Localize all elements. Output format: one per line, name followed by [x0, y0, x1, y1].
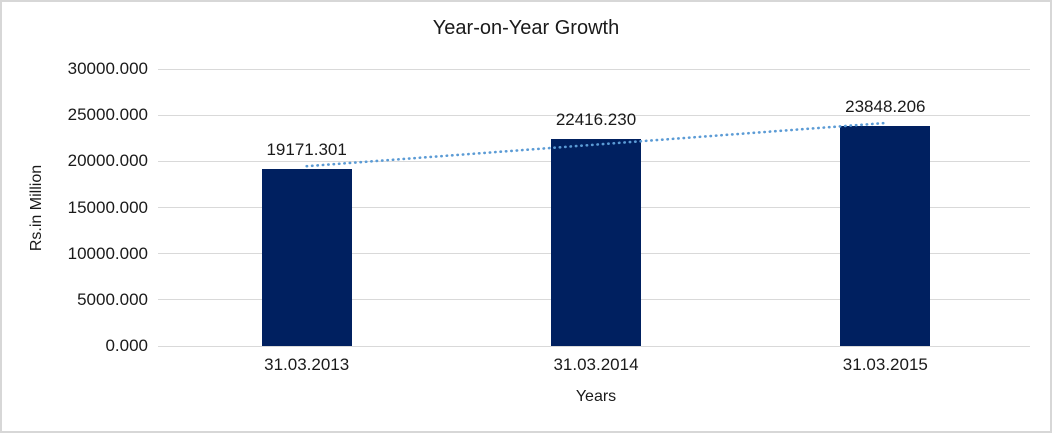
- bar-31.03.2014: [551, 139, 641, 346]
- gridline: [158, 68, 1030, 70]
- x-tick-label: 31.03.2015: [842, 355, 928, 374]
- bar-data-label: 19171.301: [266, 140, 347, 159]
- y-tick-label: 0.000: [105, 336, 148, 355]
- bar-31.03.2015: [840, 125, 931, 346]
- y-tick-label: 25000.000: [67, 105, 148, 125]
- y-tick-label: 10000.000: [67, 243, 148, 263]
- y-tick-label: 5000.000: [77, 289, 148, 309]
- x-axis-title: Years: [575, 388, 617, 405]
- bar-data-label: 22416.230: [555, 110, 637, 130]
- trendline-path: [305, 121, 887, 168]
- trendline: [305, 121, 887, 168]
- y-tick-label: 20000.000: [67, 151, 148, 171]
- chart-title: Year-on-Year Growth: [432, 17, 620, 39]
- gridline: [158, 114, 1030, 116]
- bar-31.03.2013: [261, 169, 352, 346]
- x-tick-label: 31.03.2014: [553, 355, 639, 374]
- bar-data-label: 23848.206: [845, 96, 926, 116]
- x-tick-label: 31.03.2013: [264, 355, 350, 374]
- y-tick-label: 30000.000: [67, 59, 148, 78]
- plot-area: 19171.301 22416.230 23848.206: [158, 68, 1030, 347]
- y-tick-label: 15000.000: [67, 197, 148, 217]
- gridline: [158, 345, 1030, 347]
